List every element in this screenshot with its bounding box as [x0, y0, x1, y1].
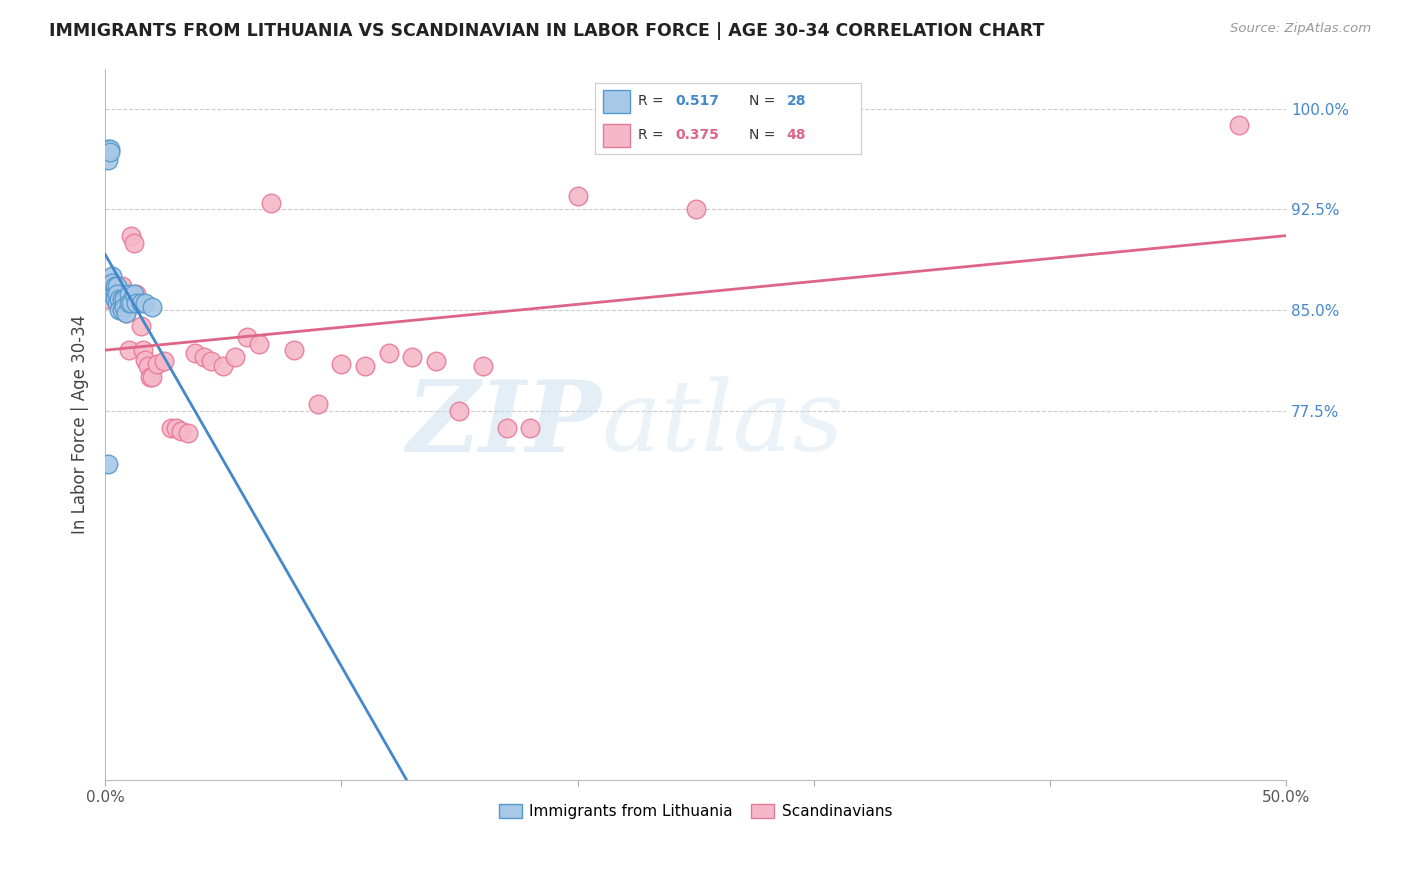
Text: Source: ZipAtlas.com: Source: ZipAtlas.com: [1230, 22, 1371, 36]
Point: [425, 354, 447, 368]
Point: [101, 269, 124, 284]
Text: atlas: atlas: [602, 376, 844, 472]
Point: [212, 359, 235, 374]
Point: [377, 346, 399, 360]
Point: [111, 303, 134, 318]
Point: [125, 287, 148, 301]
Point: [101, 276, 124, 290]
Point: [97, 458, 120, 472]
Point: [472, 359, 495, 374]
Point: [118, 343, 141, 358]
Point: [283, 343, 305, 358]
Point: [567, 189, 589, 203]
Point: [153, 354, 176, 368]
Point: [141, 370, 163, 384]
Point: [105, 278, 128, 293]
Point: [129, 319, 152, 334]
Point: [136, 359, 159, 374]
Point: [165, 421, 187, 435]
Point: [98, 276, 121, 290]
Text: IMMIGRANTS FROM LITHUANIA VS SCANDINAVIAN IN LABOR FORCE | AGE 30-34 CORRELATION: IMMIGRANTS FROM LITHUANIA VS SCANDINAVIA…: [49, 22, 1045, 40]
Point: [118, 287, 141, 301]
Point: [101, 287, 124, 301]
Point: [307, 397, 329, 411]
Point: [132, 343, 155, 358]
Point: [129, 296, 152, 310]
Point: [177, 426, 200, 441]
Point: [146, 357, 169, 371]
Point: [112, 287, 135, 301]
Point: [127, 296, 149, 310]
Point: [108, 303, 131, 318]
Point: [115, 306, 138, 320]
Point: [104, 278, 127, 293]
Point: [120, 229, 142, 244]
Point: [105, 296, 128, 310]
Point: [354, 359, 377, 374]
Point: [495, 421, 517, 435]
Point: [98, 145, 121, 159]
Point: [115, 306, 138, 320]
Point: [111, 278, 134, 293]
Point: [118, 296, 141, 310]
Point: [170, 424, 193, 438]
Point: [122, 235, 145, 250]
Point: [449, 403, 471, 417]
Text: ZIP: ZIP: [406, 376, 602, 472]
Point: [160, 421, 183, 435]
Point: [112, 293, 135, 307]
Point: [134, 352, 156, 367]
Point: [134, 296, 156, 310]
Point: [104, 278, 127, 293]
Point: [104, 293, 127, 307]
Point: [236, 330, 259, 344]
Point: [97, 293, 120, 307]
Point: [259, 195, 281, 210]
Legend: Immigrants from Lithuania, Scandinavians: Immigrants from Lithuania, Scandinavians: [492, 798, 898, 825]
Point: [97, 153, 120, 167]
Point: [519, 421, 541, 435]
Y-axis label: In Labor Force | Age 30-34: In Labor Force | Age 30-34: [72, 315, 89, 533]
Point: [200, 354, 222, 368]
Point: [98, 142, 121, 156]
Point: [122, 287, 145, 301]
Point: [139, 370, 162, 384]
Point: [330, 357, 353, 371]
Point: [1227, 118, 1250, 132]
Point: [112, 301, 135, 315]
Point: [224, 350, 246, 364]
Point: [97, 142, 120, 156]
Point: [685, 202, 707, 217]
Point: [401, 350, 423, 364]
Point: [105, 287, 128, 301]
Point: [120, 296, 142, 310]
Point: [104, 287, 127, 301]
Point: [247, 336, 270, 351]
Point: [141, 301, 163, 315]
Point: [184, 346, 207, 360]
Point: [105, 293, 128, 307]
Point: [108, 296, 131, 310]
Point: [193, 350, 215, 364]
Point: [108, 293, 131, 307]
Point: [125, 296, 148, 310]
Point: [111, 293, 134, 307]
